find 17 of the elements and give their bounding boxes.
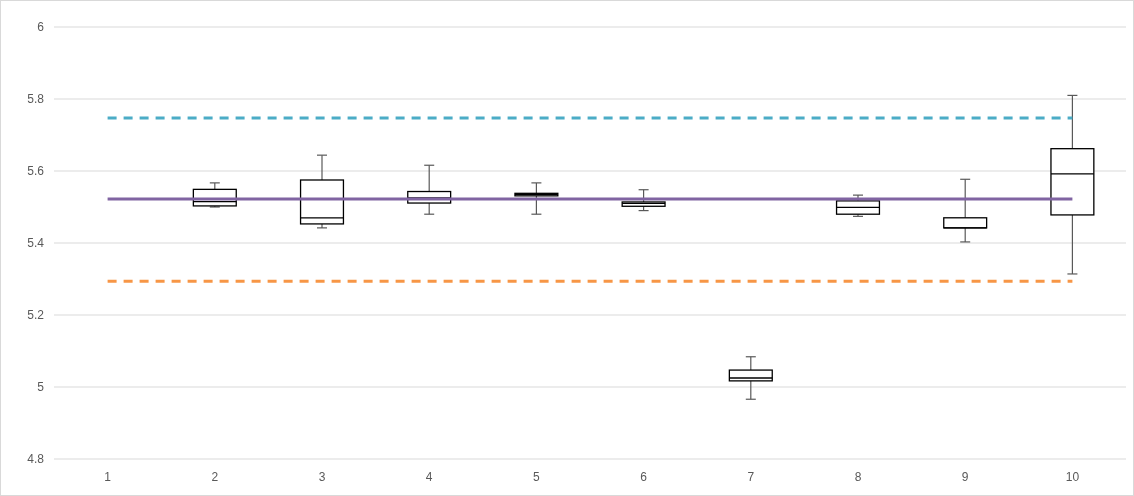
x-tick-label: 2 (211, 470, 219, 484)
y-tick-label: 5.8 (27, 92, 45, 107)
x-tick-label: 5 (533, 470, 541, 484)
y-tick-label: 5 (37, 380, 45, 395)
y-tick-label: 6 (37, 20, 45, 35)
y-tick-label: 4.8 (27, 452, 45, 467)
y-tick-label: 5.4 (27, 236, 45, 251)
x-tick-label: 1 (104, 470, 112, 484)
x-tick-label: 7 (747, 470, 755, 484)
x-tick-label: 8 (854, 470, 862, 484)
x-tick-label: 10 (1065, 470, 1080, 484)
x-tick-label: 9 (961, 470, 969, 484)
x-tick-label: 4 (425, 470, 433, 484)
y-tick-label: 5.2 (27, 308, 45, 323)
x-tick-label: 6 (640, 470, 648, 484)
x-tick-label: 3 (318, 470, 326, 484)
y-tick-label: 5.6 (27, 164, 45, 179)
